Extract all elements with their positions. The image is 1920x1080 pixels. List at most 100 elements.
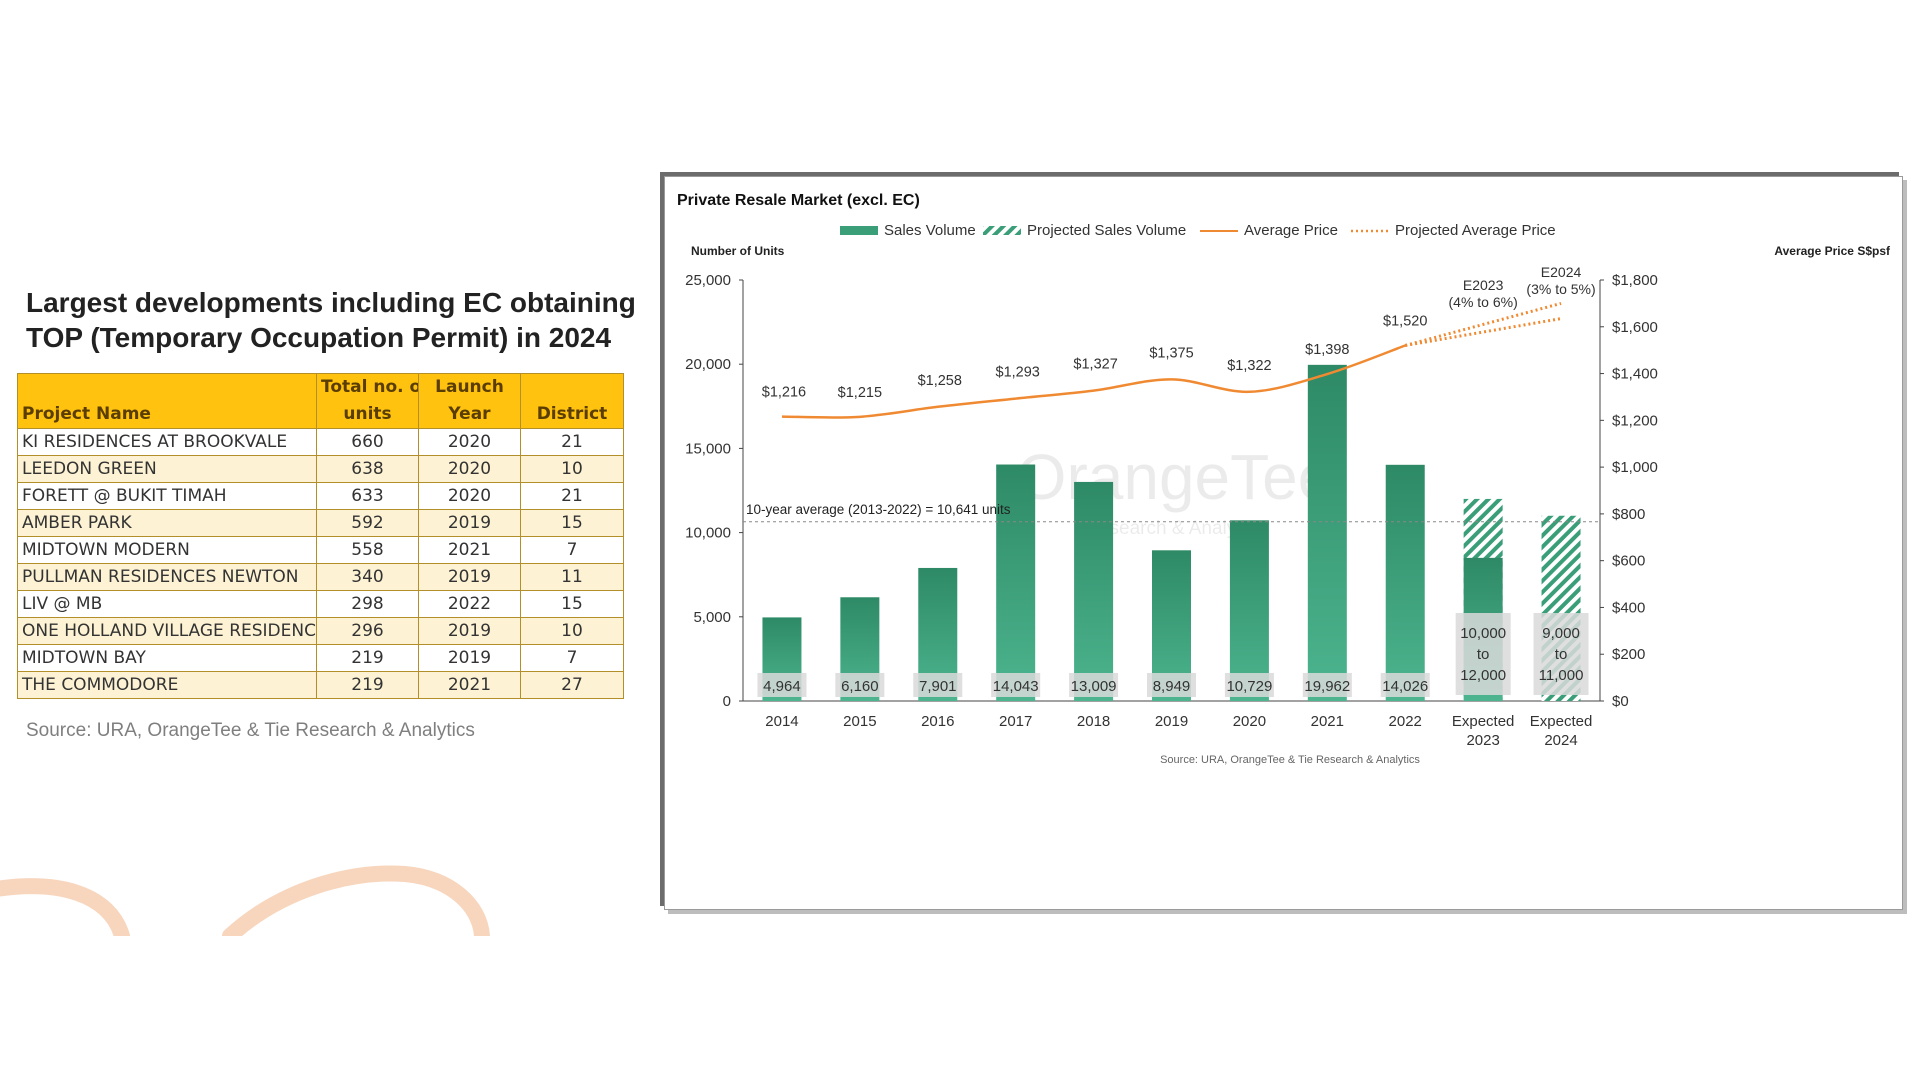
cell-project-name: FORETT @ BUKIT TIMAH [17, 482, 317, 510]
table-row: MIDTOWN BAY 219 2019 7 [17, 644, 624, 672]
y2-tick-label: $1,400 [1612, 366, 1658, 383]
x-tick-label: 2017 [999, 713, 1032, 730]
y2-tick-label: $200 [1612, 646, 1645, 663]
cell-project-name: THE COMMODORE [17, 671, 317, 699]
price-label: $1,322 [1227, 358, 1271, 374]
y-tick-label: 10,000 [685, 525, 731, 542]
bar-label-bg [1069, 673, 1119, 697]
y2-tick-label: $1,000 [1612, 459, 1658, 476]
y-tick-label: 5,000 [693, 609, 731, 626]
cell-year: 2020 [418, 428, 521, 456]
cell-units: 219 [316, 671, 419, 699]
average-price-line [781, 344, 1406, 419]
sales-bar [1385, 464, 1425, 701]
bar-value-label: 10,000 to 12,000 [1460, 625, 1506, 684]
x-tick-label: 2016 [921, 713, 954, 730]
header-district: District [520, 373, 624, 429]
cell-year: 2022 [418, 590, 521, 618]
cell-units: 558 [316, 536, 419, 564]
bar-value-label: 13,009 [1071, 678, 1117, 695]
chart-card: Private Resale Market (excl. EC) Sales Vo… [664, 176, 1903, 910]
table-header-row: Project Name Total no. of units Launch Yea… [17, 373, 624, 429]
cell-district: 27 [520, 671, 624, 699]
bar-label-bg [757, 673, 807, 697]
cell-units: 219 [316, 644, 419, 672]
bar-value-label: 10,729 [1226, 678, 1272, 695]
table-row: PULLMAN RESIDENCES NEWTON 340 2019 11 [17, 563, 624, 591]
cell-year: 2020 [418, 482, 521, 510]
legend-swatch-projected-sales [983, 226, 1021, 235]
sales-bar [1229, 520, 1269, 701]
cell-units: 298 [316, 590, 419, 618]
projected-price-low [1404, 317, 1562, 347]
cell-year: 2021 [418, 671, 521, 699]
legend-label: Projected Average Price [1395, 222, 1556, 239]
bar-label-bg [1533, 613, 1589, 695]
cell-district: 15 [520, 590, 624, 618]
y2-tick-label: $1,200 [1612, 412, 1658, 429]
cell-year: 2019 [418, 563, 521, 591]
price-label: $1,215 [838, 385, 882, 401]
cell-project-name: ONE HOLLAND VILLAGE RESIDENCES [17, 617, 317, 645]
cell-units: 660 [316, 428, 419, 456]
price-label: $1,398 [1305, 342, 1349, 358]
price-label: $1,520 [1383, 313, 1427, 329]
legend-swatch-sales [840, 226, 878, 235]
legend-label: Average Price [1244, 222, 1338, 239]
cell-year: 2019 [418, 509, 521, 537]
table-row: FORETT @ BUKIT TIMAH 633 2020 21 [17, 482, 624, 510]
table-row: THE COMMODORE 219 2021 27 [17, 671, 624, 699]
cell-units: 633 [316, 482, 419, 510]
cell-year: 2019 [418, 644, 521, 672]
table-row: MIDTOWN MODERN 558 2021 7 [17, 536, 624, 564]
resale-market-chart: Private Resale Market (excl. EC) Sales Vo… [677, 192, 1891, 766]
chart-title: Private Resale Market (excl. EC) [677, 192, 920, 209]
cell-project-name: MIDTOWN MODERN [17, 536, 317, 564]
cell-project-name: LIV @ MB [17, 590, 317, 618]
bar-label-bg [835, 673, 885, 697]
projected-price-high [1404, 301, 1562, 347]
table-row: ONE HOLLAND VILLAGE RESIDENCES 296 2019 10 [17, 617, 624, 645]
bar-label-bg [1224, 673, 1274, 697]
projection-label: E2024 (3% to 5%) [1526, 264, 1595, 297]
bar-value-label: 9,000 to 11,000 [1539, 625, 1584, 684]
y2-tick-label: $800 [1612, 506, 1645, 523]
price-label: $1,216 [762, 385, 806, 401]
cell-project-name: PULLMAN RESIDENCES NEWTON [17, 563, 317, 591]
bar-label-bg [1302, 673, 1352, 697]
y2-tick-label: $400 [1612, 599, 1645, 616]
x-tick-label: 2014 [765, 713, 798, 730]
bar-value-label: 14,043 [993, 678, 1039, 695]
cell-district: 7 [520, 536, 624, 564]
y2-axis-title: Average Price S$psf [1774, 244, 1891, 258]
bar-label-bg [1455, 613, 1511, 695]
cell-district: 21 [520, 428, 624, 456]
chart-source: Source: URA, OrangeTee & Tie Research & … [1160, 754, 1420, 766]
sales-bar [1307, 364, 1347, 701]
cell-district: 10 [520, 617, 624, 645]
y2-tick-label: $600 [1612, 553, 1645, 570]
table-row: LIV @ MB 298 2022 15 [17, 590, 624, 618]
price-label: $1,327 [1073, 357, 1117, 373]
header-launch-year: Launch Year [418, 373, 521, 429]
y2-tick-label: $1,600 [1612, 319, 1658, 336]
x-tick-label: Expected 2023 [1452, 713, 1515, 749]
average-line-label: 10-year average (2013-2022) = 10,641 uni… [746, 502, 1011, 517]
x-tick-label: 2020 [1233, 713, 1266, 730]
bar-label-bg [913, 673, 963, 697]
cell-project-name: AMBER PARK [17, 509, 317, 537]
header-total-units: Total no. of units [316, 373, 419, 429]
x-tick-label: 2018 [1077, 713, 1110, 730]
cell-units: 592 [316, 509, 419, 537]
y-tick-label: 20,000 [685, 356, 731, 373]
cell-year: 2020 [418, 455, 521, 483]
bar-value-label: 7,901 [919, 678, 957, 695]
price-label: $1,375 [1149, 345, 1193, 361]
y-tick-label: 0 [723, 693, 731, 710]
y2-tick-label: $1,800 [1612, 272, 1658, 289]
bar-value-label: 4,964 [763, 678, 801, 695]
x-tick-label: 2019 [1155, 713, 1188, 730]
price-label: $1,293 [996, 365, 1040, 381]
table-row: AMBER PARK 592 2019 15 [17, 509, 624, 537]
developments-table: Project Name Total no. of units Launch Yea… [17, 373, 624, 699]
